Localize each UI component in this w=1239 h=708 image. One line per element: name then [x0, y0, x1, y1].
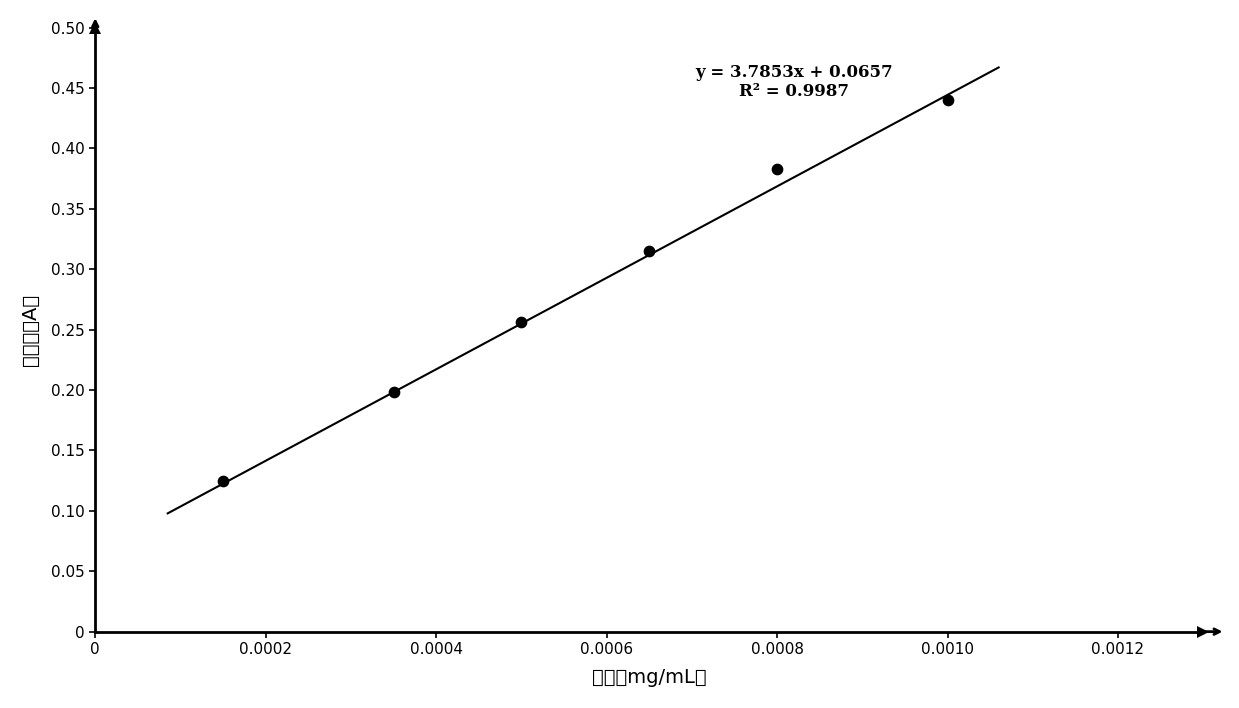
Point	[938, 94, 958, 105]
X-axis label: 浓度（mg/mL）: 浓度（mg/mL）	[592, 668, 706, 687]
Point	[512, 316, 532, 328]
Point	[639, 246, 659, 257]
Point	[384, 387, 404, 398]
Point	[767, 164, 787, 175]
Y-axis label: 吸光度（A）: 吸光度（A）	[21, 294, 40, 365]
Text: y = 3.7853x + 0.0657
R² = 0.9987: y = 3.7853x + 0.0657 R² = 0.9987	[695, 64, 893, 101]
Point	[213, 475, 233, 486]
